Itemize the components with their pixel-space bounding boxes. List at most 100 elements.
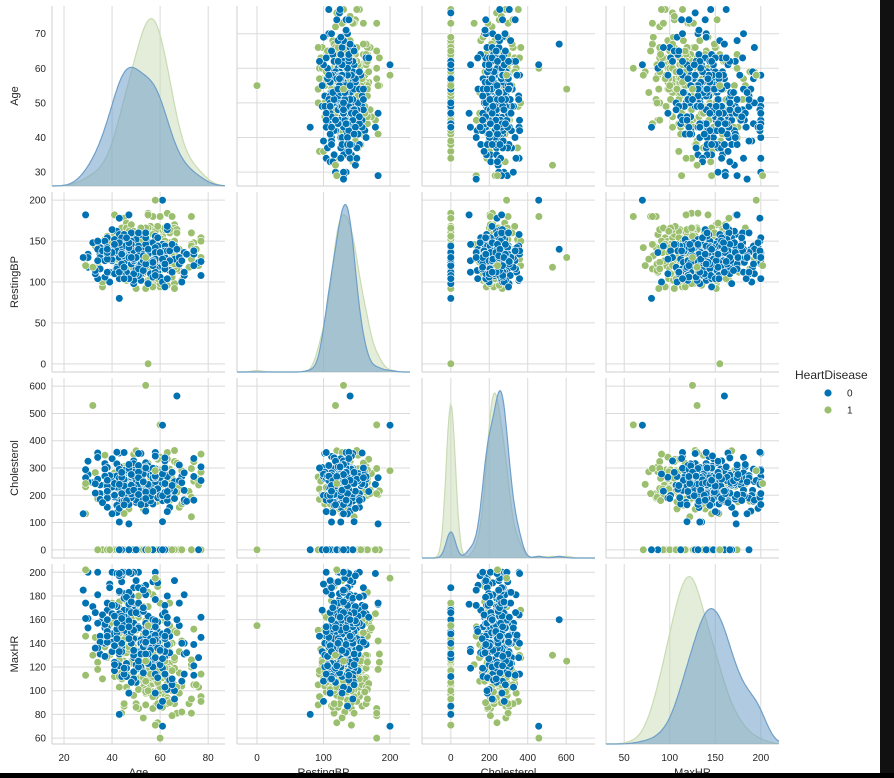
scatter-point (479, 116, 487, 124)
scatter-point (94, 257, 102, 265)
scatter-point (336, 463, 344, 471)
scatter-point (500, 106, 508, 114)
scatter-point (738, 113, 746, 121)
scatter-point (507, 110, 515, 118)
scatter-point (360, 96, 368, 104)
scatter-point (161, 454, 169, 462)
scatter-point (652, 75, 660, 83)
scatter-point (678, 247, 686, 255)
scatter-point (716, 82, 724, 90)
scatter-point (675, 148, 683, 156)
scatter-point (322, 54, 330, 62)
scatter-point (197, 258, 205, 266)
scatter-point (365, 68, 373, 76)
scatter-point (686, 241, 694, 249)
scatter-point (503, 71, 511, 79)
scatter-point (197, 463, 205, 471)
scatter-point (447, 242, 455, 250)
scatter-point (326, 130, 334, 138)
scatter-point (678, 16, 686, 24)
scatter-point (737, 242, 745, 250)
scatter-point (180, 469, 188, 477)
scatter-point (340, 99, 348, 107)
scatter-point (648, 123, 656, 131)
scatter-point (447, 224, 455, 232)
scatter-point (734, 106, 742, 114)
scatter-point (494, 130, 502, 138)
scatter-point (517, 44, 525, 52)
scatter-point (171, 285, 179, 293)
scatter-point (511, 247, 519, 255)
scatter-point (374, 474, 382, 482)
scatter-point (680, 89, 688, 97)
scatter-point (173, 392, 181, 400)
scatter-point (515, 96, 523, 104)
scatter-point (505, 283, 513, 291)
scatter-point (718, 155, 726, 163)
scatter-point (164, 223, 172, 231)
scatter-point (467, 241, 475, 249)
scatter-point (499, 16, 507, 24)
scatter-point (745, 229, 753, 237)
scatter-point (496, 141, 504, 149)
scatter-point (656, 265, 664, 273)
scatter-point (502, 120, 510, 128)
scatter-point (503, 196, 511, 204)
scatter-point (733, 211, 741, 219)
scatter-point (745, 96, 753, 104)
scatter-point (669, 123, 677, 131)
scatter-point (447, 99, 455, 107)
scatter-point (178, 479, 186, 487)
scatter-point (714, 168, 722, 176)
scatter-point (142, 464, 150, 472)
scatter-point (447, 148, 455, 156)
scatter-point (682, 155, 690, 163)
scatter-point (120, 275, 128, 283)
scatter-point (142, 229, 150, 237)
scatter-point (353, 6, 361, 14)
scatter-point (535, 61, 543, 69)
panel-age-vs-restingbp (237, 6, 410, 186)
scatter-point (653, 99, 661, 107)
scatter-point (470, 20, 478, 28)
scatter-point (340, 85, 348, 93)
scatter-point (340, 510, 348, 518)
scatter-point (360, 474, 368, 482)
scatter-point (135, 229, 143, 237)
scatter-point (658, 278, 666, 286)
scatter-point (159, 546, 167, 554)
scatter-point (356, 497, 364, 505)
scatter-point (757, 155, 765, 163)
scatter-point (190, 473, 198, 481)
scatter-point (708, 246, 716, 254)
scatter-point (743, 89, 751, 97)
scatter-point (739, 54, 747, 62)
scatter-point (759, 262, 767, 270)
scatter-point (482, 250, 490, 258)
scatter-point (745, 268, 753, 276)
scatter-point (750, 260, 758, 268)
panel-cholesterol-vs-restingbp (237, 378, 410, 558)
scatter-point (376, 54, 384, 62)
scatter-point (386, 71, 394, 79)
scatter-point (713, 16, 721, 24)
scatter-point (360, 85, 368, 93)
scatter-point (685, 262, 693, 270)
scatter-point (685, 16, 693, 24)
scatter-point (740, 30, 748, 38)
scatter-point (660, 20, 668, 28)
scatter-point (154, 223, 162, 231)
scatter-point (180, 487, 188, 495)
scatter-point (549, 264, 557, 272)
scatter-point (94, 454, 102, 462)
scatter-point (704, 75, 712, 83)
scatter-point (161, 464, 169, 472)
scatter-point (701, 130, 709, 138)
scatter-point (447, 20, 455, 28)
scatter-point (658, 6, 666, 14)
scatter-point (721, 40, 729, 48)
scatter-point (510, 168, 518, 176)
scatter-point (472, 254, 480, 262)
scatter-point (486, 96, 494, 104)
